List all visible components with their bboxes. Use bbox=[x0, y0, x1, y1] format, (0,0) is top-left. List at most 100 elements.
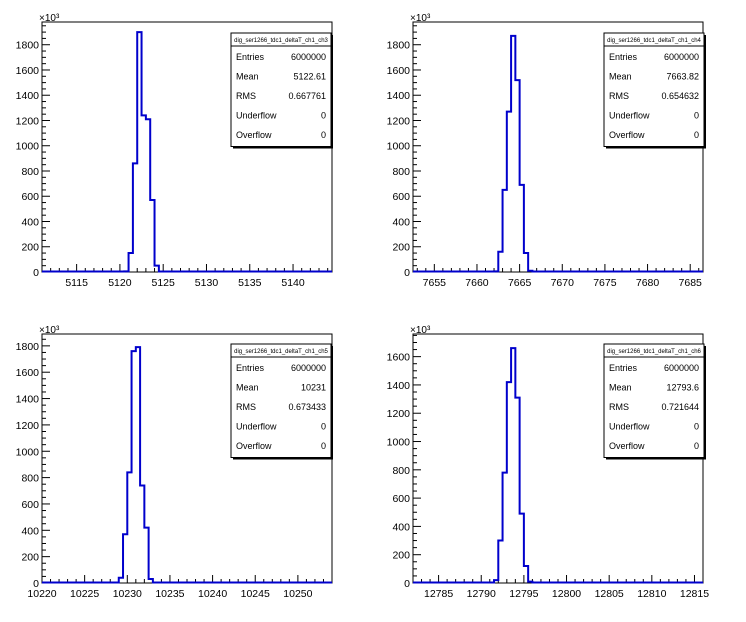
pad3-stats-value: 0 bbox=[321, 441, 326, 451]
pad1-stats-value: 0 bbox=[321, 130, 326, 140]
pad1-bin bbox=[129, 253, 133, 272]
pad2-stats-title: dig_ser1266_tdc1_deltaT_ch1_ch4 bbox=[607, 38, 701, 44]
pad2-y-tick-label: 1600 bbox=[387, 65, 411, 77]
pad4-bin bbox=[524, 566, 528, 583]
pad3-stats-value: 6000000 bbox=[291, 363, 326, 373]
pad3-bin bbox=[140, 486, 144, 583]
pad3-histogram-line bbox=[42, 346, 332, 584]
pad4-y-tick-label: 1000 bbox=[387, 437, 411, 449]
pad3-y-tick-label: 1800 bbox=[16, 341, 40, 353]
pad4-y-tick-label: 200 bbox=[392, 550, 410, 562]
pad3-stats-panel bbox=[230, 343, 332, 458]
pad3-stats-value: 0.673433 bbox=[288, 402, 326, 412]
pad2-histogram: 7655 7660 7665 7670 7675 7680 7685 0 200 400 600 80… bbox=[387, 13, 706, 289]
pad4-stats-value: 0.721644 bbox=[661, 402, 699, 412]
pad4-x-tick-label: 12785 bbox=[424, 588, 453, 600]
pad1-histogram-line bbox=[42, 31, 332, 273]
pad4-stats-title: dig_ser1266_tdc1_deltaT_ch1_ch6 bbox=[607, 349, 701, 355]
pad1-stats-label: RMS bbox=[236, 91, 256, 101]
pad3-y-multiplier: ×10³ bbox=[39, 325, 60, 336]
pad1-x-tick-label: 5120 bbox=[108, 277, 132, 289]
pad3-bin bbox=[149, 579, 153, 583]
pad1-x-tick-label: 5115 bbox=[65, 277, 88, 289]
pad1-bin bbox=[137, 32, 141, 272]
pad3-y-tick-label: 1200 bbox=[16, 420, 40, 432]
pad4-bin bbox=[498, 541, 502, 583]
pad2-bin bbox=[528, 271, 532, 272]
pad2-stats-value: 0 bbox=[694, 111, 699, 121]
pad3-y-tick-label: 1000 bbox=[16, 446, 40, 458]
pad2-y-tick-label: 200 bbox=[392, 242, 410, 254]
pad3-x-tick-label: 10235 bbox=[155, 588, 184, 600]
pad3-x-tick-label: 10245 bbox=[241, 588, 270, 600]
pad1-x-tick-label: 5140 bbox=[281, 277, 305, 289]
pad1-bin bbox=[146, 119, 150, 272]
pad1-y-tick-label: 1400 bbox=[16, 90, 40, 102]
pad4-stats-label: Entries bbox=[609, 363, 638, 373]
pad2-bin bbox=[524, 253, 528, 272]
pad2-bin bbox=[503, 190, 507, 272]
pad2-y-tick-label: 1000 bbox=[387, 141, 411, 153]
pad3-bin bbox=[132, 351, 136, 583]
pad4-histogram-line bbox=[413, 347, 703, 584]
pad4-x-tick-label: 12795 bbox=[509, 588, 538, 600]
pad3-x-tick-label: 10225 bbox=[70, 588, 99, 600]
pad1-y-tick-label: 400 bbox=[21, 216, 39, 228]
pad1-bin bbox=[124, 271, 128, 272]
pad3-stats-title: dig_ser1266_tdc1_deltaT_ch1_ch5 bbox=[234, 349, 328, 355]
pad2-bin bbox=[498, 252, 502, 272]
pad4-bin bbox=[528, 582, 532, 583]
pad3-x-tick-label: 10220 bbox=[27, 588, 56, 600]
pad2-stats-panel bbox=[603, 32, 705, 147]
pad1-bin bbox=[133, 163, 137, 272]
pad4-y-tick-label: 400 bbox=[392, 521, 410, 533]
pad1-x-tick-label: 5135 bbox=[238, 277, 262, 289]
pad2-stats-value: 0 bbox=[694, 130, 699, 140]
pad3-y-tick-label: 200 bbox=[21, 552, 39, 564]
pad4-x-tick-label: 12800 bbox=[552, 588, 581, 600]
pad2-y-tick-label: 600 bbox=[392, 191, 410, 203]
pad4-stats-label: Mean bbox=[609, 383, 632, 393]
pad3-stats-value: 10231 bbox=[301, 383, 326, 393]
pad2-y-tick-label: 800 bbox=[392, 166, 410, 178]
pad4-y-tick-label: 1600 bbox=[387, 352, 411, 364]
pad3-y-tick-label: 600 bbox=[21, 499, 39, 511]
pad4-stats-value: 0 bbox=[694, 422, 699, 432]
pad4-stats-box: dig_ser1266_tdc1_deltaT_ch1_ch6 Entries 60… bbox=[603, 343, 706, 460]
pad2-x-tick-label: 7680 bbox=[636, 277, 660, 289]
pad2-x-tick-label: 7685 bbox=[679, 277, 703, 289]
pad4-y-tick-label: 600 bbox=[392, 493, 410, 505]
pad1-y-tick-label: 1000 bbox=[16, 141, 40, 153]
pad3-bin bbox=[127, 472, 131, 583]
pad3-stats-box: dig_ser1266_tdc1_deltaT_ch1_ch5 Entries 60… bbox=[230, 343, 333, 460]
pad1-x-tick-label: 5130 bbox=[195, 277, 219, 289]
pad1-y-tick-label: 1600 bbox=[16, 65, 40, 77]
pad2-bin bbox=[494, 271, 498, 272]
pad2-y-tick-label: 1800 bbox=[387, 40, 411, 52]
pad2-stats-label: Underflow bbox=[609, 111, 650, 121]
pad2-stats-label: Overflow bbox=[609, 130, 645, 140]
pad3-bin bbox=[144, 528, 148, 583]
pad2-x-tick-label: 7670 bbox=[551, 277, 575, 289]
pad4-x-tick-label: 12805 bbox=[595, 588, 624, 600]
pad3-x-tick-label: 10240 bbox=[198, 588, 227, 600]
pad4-x-tick-label: 12790 bbox=[467, 588, 496, 600]
pad1-y-tick-label: 800 bbox=[21, 166, 39, 178]
pad4-bin bbox=[507, 382, 511, 583]
pad4-x-tick-label: 12815 bbox=[680, 588, 709, 600]
pad1-bin bbox=[150, 200, 154, 272]
pad1-stats-value: 0.667761 bbox=[288, 91, 326, 101]
pad1-bin bbox=[142, 115, 146, 272]
pad2-bin bbox=[511, 36, 515, 272]
pad4-bin bbox=[511, 348, 515, 583]
pad1-stats-label: Entries bbox=[236, 52, 265, 62]
pad3-y-tick-label: 800 bbox=[21, 473, 39, 485]
pad4-y-multiplier: ×10³ bbox=[410, 325, 431, 336]
pad4-stats-label: Overflow bbox=[609, 441, 645, 451]
pad4-y-tick-label: 0 bbox=[404, 578, 410, 590]
pad2-stats-value: 0.654632 bbox=[661, 91, 699, 101]
pad1-stats-panel bbox=[230, 32, 332, 147]
pad4-stats-label: Underflow bbox=[609, 422, 650, 432]
pad4-histogram: 12785 12790 12795 12800 12805 12810 12815 0 200 4… bbox=[387, 325, 710, 600]
